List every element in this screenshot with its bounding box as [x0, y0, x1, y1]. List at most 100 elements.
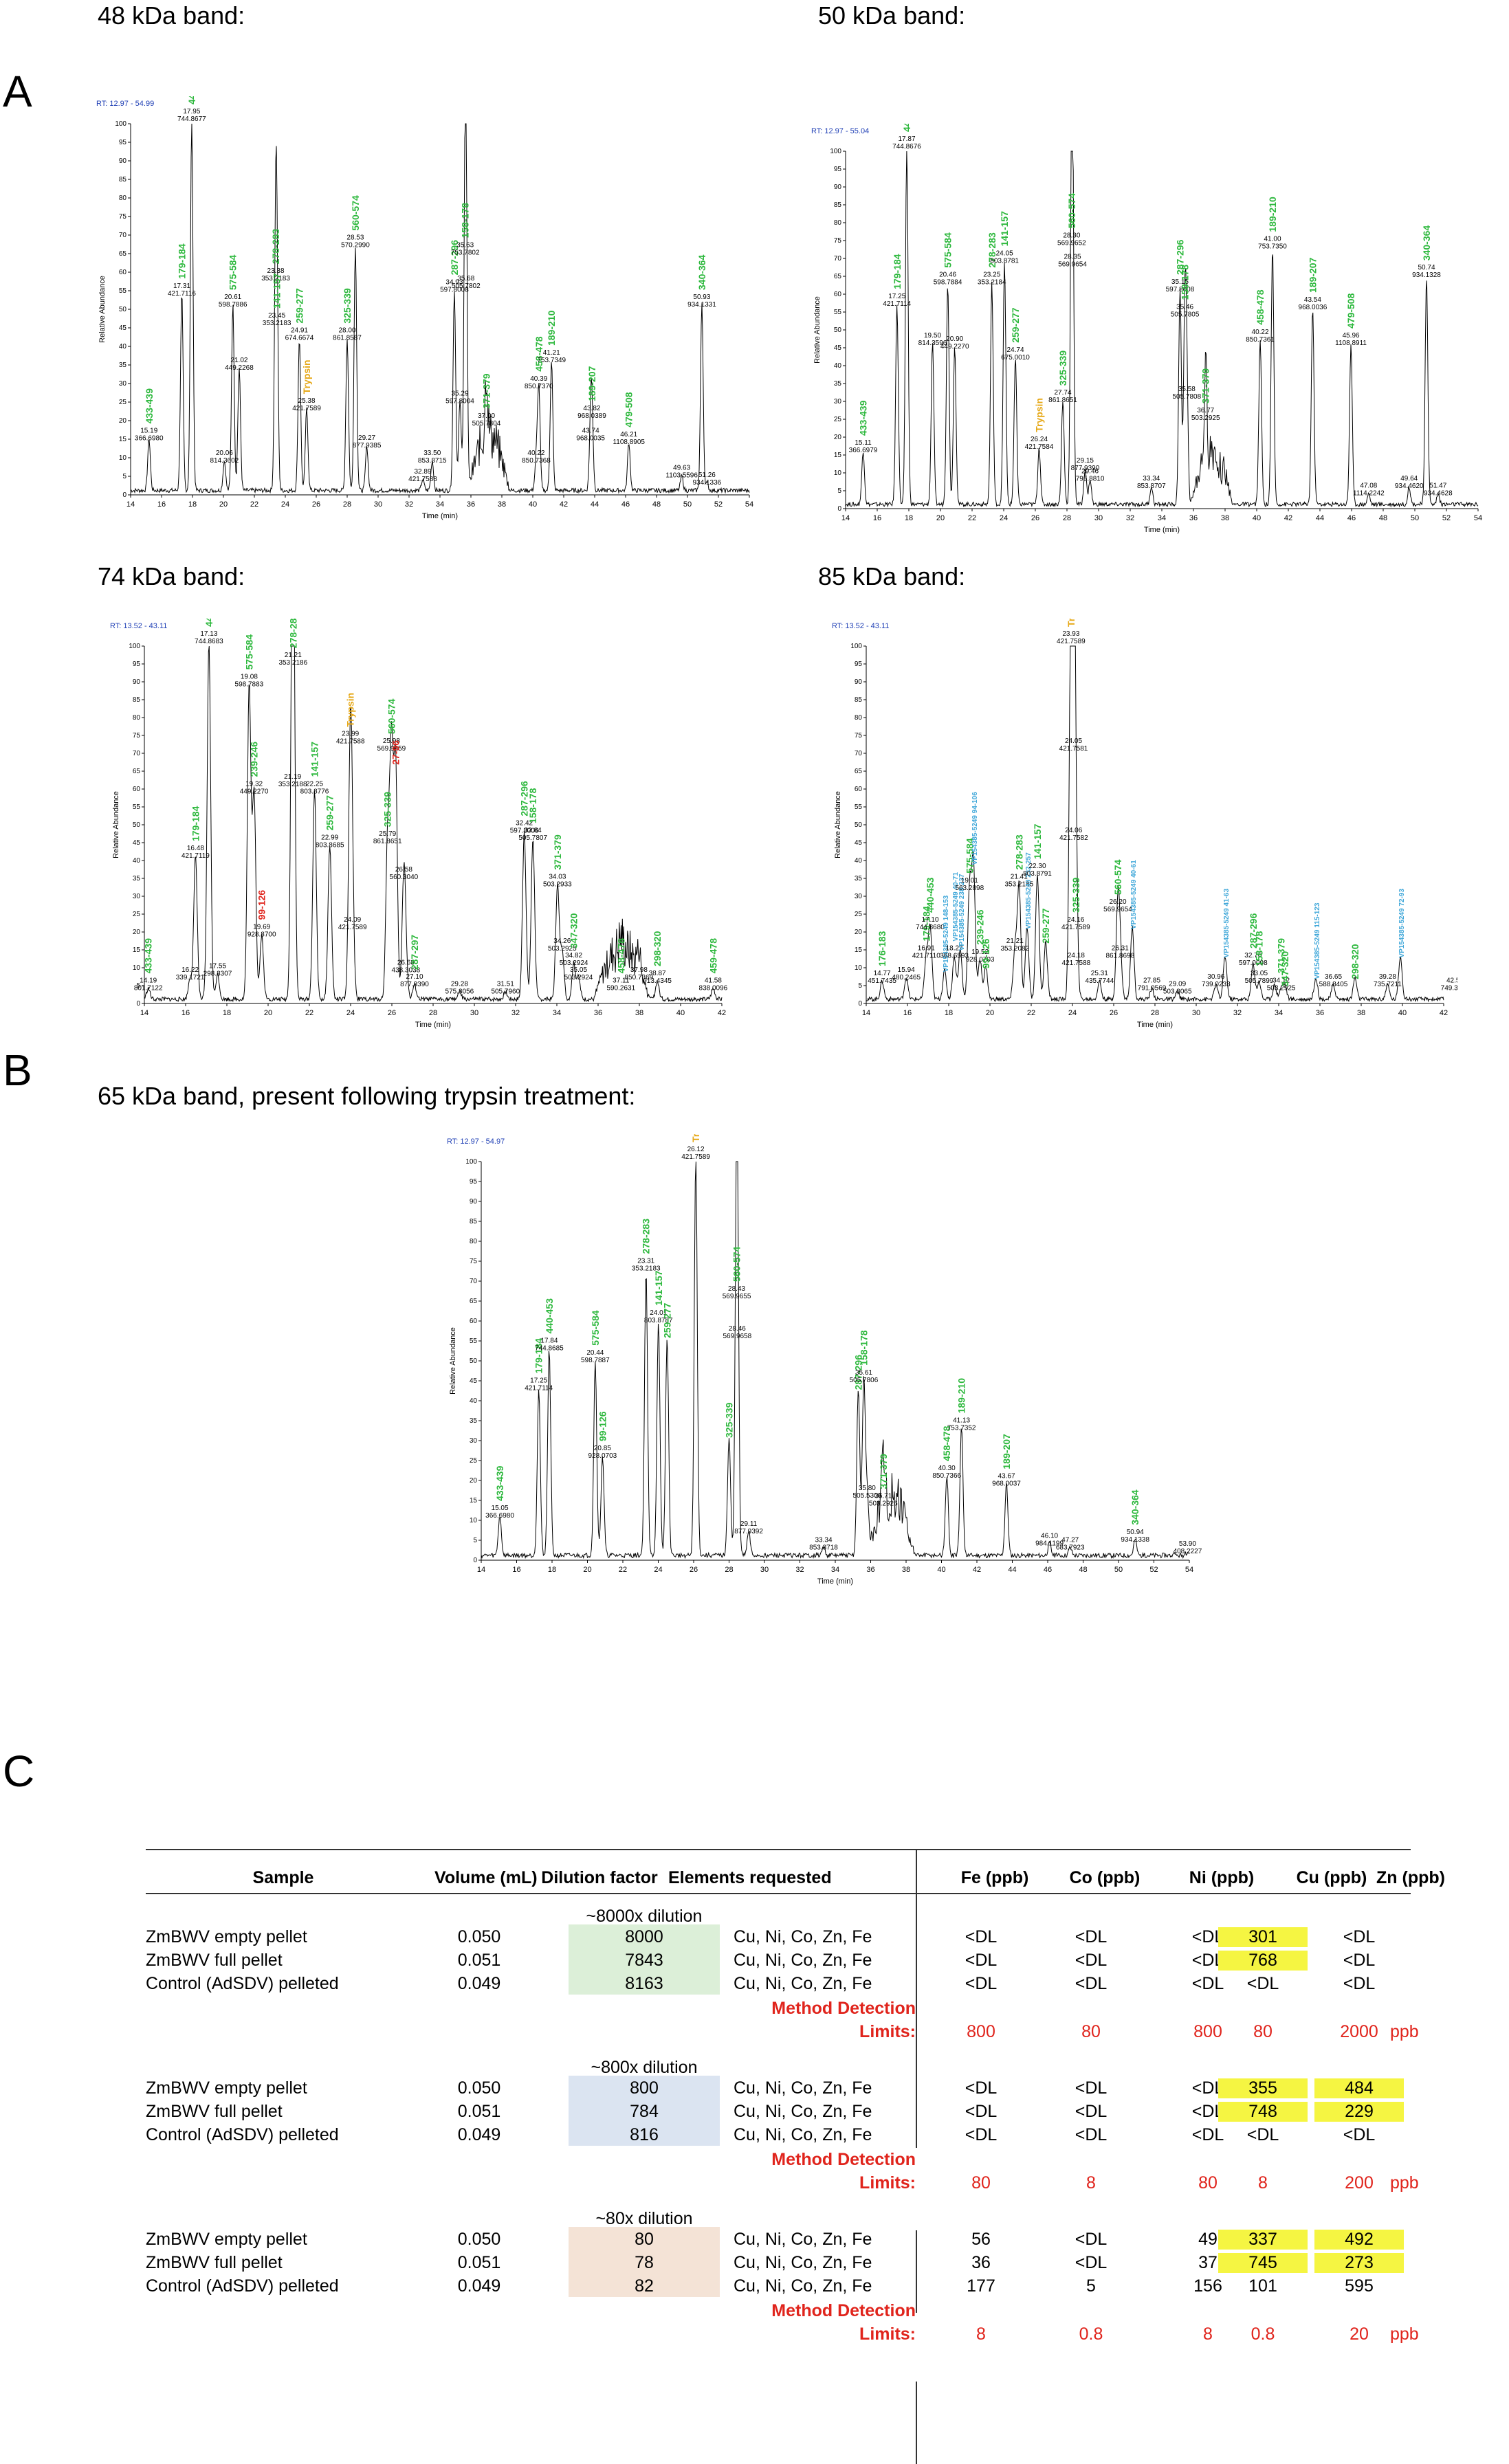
peak-rt-label: 19.69	[253, 923, 270, 931]
x-tick-label: 34	[1275, 1009, 1283, 1017]
peak-mz-label: 735.7211	[1374, 981, 1402, 988]
peak-rt-label: 25.38	[298, 397, 316, 405]
title-85kda: 85 kDa band:	[818, 562, 966, 590]
peak-rt-label: 37.00	[478, 412, 495, 420]
peak-rt-label: 28.30	[1063, 232, 1080, 239]
zn-value: 595	[1345, 2276, 1374, 2296]
zn-value: <DL	[1343, 1974, 1376, 1993]
x-tick-label: 28	[725, 1566, 733, 1574]
x-tick-label: 38	[635, 1009, 643, 1017]
peak-fragment-label: 259-277	[1010, 307, 1021, 343]
peak-rt-label: 29.27	[358, 434, 375, 442]
peak-mz-label: 353.2186	[278, 659, 307, 667]
peak-mz-label: 850.7369	[625, 974, 654, 981]
y-tick-label: 5	[136, 982, 140, 990]
peak-fragment-label: 560-574	[1112, 859, 1123, 895]
y-tick-label: 100	[465, 1158, 477, 1166]
peak-fragment-label: 239-246	[249, 742, 260, 777]
zn-value: <DL	[1343, 1951, 1376, 1970]
table-header-rule	[146, 1893, 1411, 1894]
peak-mz-label: 421.7589	[681, 1153, 710, 1161]
x-tick-label: 36	[1189, 514, 1198, 522]
peak-mz-label: 366.6980	[485, 1512, 514, 1520]
elements-requested: Cu, Ni, Co, Zn, Fe	[734, 2230, 872, 2249]
x-tick-label: 54	[1185, 1566, 1193, 1574]
peak-mz-label: 421.7581	[1059, 745, 1088, 753]
dilution-group-label: ~80x dilution	[595, 2209, 693, 2228]
volume-value: 0.049	[457, 2276, 501, 2296]
peak-mz-label: 505.7807	[518, 834, 547, 842]
peak-rt-label: 17.25	[530, 1377, 547, 1384]
zn-value: <DL	[1343, 2125, 1376, 2144]
peak-mz-label: 850.7361	[1246, 336, 1275, 344]
column-header: Sample	[252, 1868, 314, 1887]
peak-rt-label: 19.01	[961, 877, 978, 885]
x-tick-label: 20	[219, 500, 228, 509]
zn-value: 492	[1314, 2230, 1404, 2250]
peak-mz-label: 739.0233	[1202, 981, 1231, 988]
peak-fragment-label: 158-178	[858, 1330, 869, 1366]
y-tick-label: 20	[470, 1477, 478, 1485]
x-tick-label: 48	[652, 500, 661, 509]
panel-letter-a: A	[3, 67, 32, 116]
peak-fragment-label: 278-283	[270, 229, 281, 265]
y-tick-label: 10	[133, 964, 141, 972]
dilution-value: 82	[635, 2276, 654, 2296]
y-tick-label: 55	[119, 287, 127, 295]
x-tick-label: 44	[591, 500, 599, 509]
peak-rt-label: 15.19	[140, 427, 157, 434]
peak-fragment-label: Trypsin	[690, 1134, 701, 1142]
y-tick-label: 35	[133, 875, 141, 883]
peak-fragment-label: 458-478	[615, 938, 626, 974]
peak-rt-label: 26.24	[1031, 436, 1048, 443]
peak-mz-label: 505.5300	[852, 1492, 881, 1500]
peak-mz-label: 928.0703	[588, 1452, 617, 1460]
peak-rt-label: 14.19	[140, 977, 157, 984]
peak-fragment-label: 158-178	[527, 788, 538, 823]
peak-mz-label: 934.1338	[1121, 1536, 1149, 1544]
x-tick-label: 32	[405, 500, 413, 509]
peak-mz-label: 366.6979	[849, 447, 878, 454]
method-detection-label: Method Detection	[771, 2301, 916, 2320]
peak-fragment-label: 259-277	[324, 795, 335, 831]
peak-fragment-label: 560-574	[731, 1246, 742, 1282]
volume-value: 0.051	[457, 2102, 501, 2121]
peak-fragment-label: Trypsin	[345, 693, 356, 727]
y-tick-label: 75	[133, 732, 141, 740]
peak-rt-label: 28.43	[728, 1285, 745, 1293]
peak-mz-label: 505.7808	[1172, 393, 1201, 401]
dilution-shade	[569, 2076, 720, 2146]
y-tick-label: 80	[470, 1238, 478, 1245]
peak-rt-label: 21.19	[284, 773, 301, 781]
peak-fragment-label: 575-584	[964, 838, 975, 874]
y-tick-label: 80	[834, 219, 842, 227]
peak-rt-label: 41.13	[953, 1417, 970, 1424]
x-axis-label: Time (min)	[1144, 526, 1180, 534]
peak-fragment-label: 560-574	[350, 195, 361, 231]
y-tick-label: 90	[855, 678, 863, 686]
x-tick-label: 26	[312, 500, 320, 509]
y-tick-label: 40	[834, 362, 842, 370]
peak-rt-label: 35.46	[1176, 303, 1193, 311]
peak-rt-label: 15.05	[492, 1505, 509, 1512]
column-header: Cu (ppb)	[1296, 1868, 1367, 1887]
y-tick-label: 30	[855, 893, 863, 900]
peak-rt-label: 20.90	[946, 335, 963, 343]
peak-rt-label: 14.77	[874, 970, 891, 977]
peak-rt-label: 24.06	[1065, 827, 1082, 834]
peak-rt-label: 16.22	[181, 966, 199, 974]
peak-fragment-label: 479-508	[1345, 293, 1356, 329]
peak-rt-label: 16.48	[187, 845, 204, 852]
peak-mz-label: 749.3541	[1441, 984, 1457, 992]
peak-rt-label: 33.34	[815, 1536, 832, 1544]
limits-label: Limits:	[859, 2173, 916, 2193]
chromatogram-trace	[866, 645, 1444, 1003]
peak-rt-label: 46.10	[1041, 1533, 1058, 1540]
panel-letter-c: C	[3, 1746, 35, 1796]
column-header: Dilution factor	[541, 1868, 658, 1887]
peak-mz-label: 408.2227	[1174, 1548, 1202, 1555]
peak-fragment-label: 27-96	[390, 740, 401, 765]
x-tick-label: 18	[188, 500, 197, 509]
peak-mz-label: 421.7588	[336, 738, 365, 746]
peak-rt-label: 27.85	[1143, 977, 1160, 984]
